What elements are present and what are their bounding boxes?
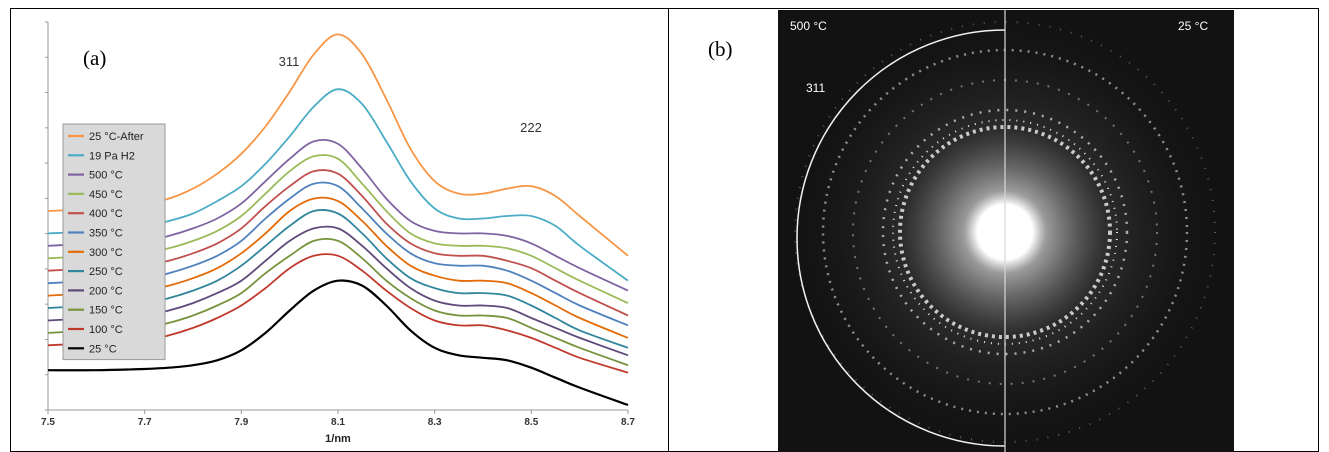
series-line-400-c (47, 169, 629, 317)
legend-entry: 500 °C (89, 170, 123, 182)
legend-entry: 350 °C (89, 228, 123, 240)
legend-entry: 200 °C (89, 285, 123, 297)
legend-entry: 25 °C (89, 343, 117, 355)
legend-entry: 25 °C-After (89, 131, 144, 143)
ring-311-indicator-arc (796, 29, 1006, 447)
legend-entry: 300 °C (89, 247, 123, 259)
series-line-500-c (47, 138, 629, 292)
series-line-25-c-after (47, 33, 629, 257)
series-line-250-c (47, 209, 629, 349)
diffraction-ring-inner (898, 125, 1112, 339)
series-line-200-c (47, 225, 629, 357)
legend-entry: 450 °C (89, 189, 123, 201)
series-line-150-c (47, 237, 629, 367)
panel-divider (668, 8, 669, 452)
x-tick-label: 7.7 (138, 417, 152, 428)
panel-b-label: (b) (708, 37, 733, 61)
ring-311-label: 311 (806, 81, 825, 95)
legend-box (62, 123, 166, 361)
x-tick-label: 8.3 (428, 417, 442, 428)
x-tick-label: 8.7 (621, 417, 635, 428)
diffraction-pattern-image: 500 °C 25 °C 311 (778, 10, 1234, 452)
series-line-100-c (47, 253, 629, 374)
x-tick-label: 7.9 (234, 417, 248, 428)
x-tick-label: 7.5 (41, 417, 55, 428)
series-line-19-pa-h2 (47, 88, 629, 282)
legend-entry: 19 Pa H2 (89, 150, 135, 162)
xrd-line-chart: 7.5 7.7 7.9 8.1 8.3 8.5 8.7 311 222 1/nm 25 °C… (41, 21, 635, 445)
left-temperature-label: 500 °C (790, 19, 827, 33)
x-tick-label: 8.1 (331, 417, 345, 428)
series-line-450-c (47, 154, 629, 304)
x-axis-title: 1/nm (325, 433, 351, 445)
series-line-350-c (47, 181, 629, 327)
legend-entry: 100 °C (89, 324, 123, 336)
panel-a-label: (a) (83, 46, 107, 70)
legend-entry: 150 °C (89, 305, 123, 317)
series-line-300-c (47, 196, 629, 339)
legend-entry: 250 °C (89, 266, 123, 278)
legend-entry: 400 °C (89, 208, 123, 220)
x-tick-label: 8.5 (524, 417, 538, 428)
legend: 25 °C-After 19 Pa H2 500 °C 450 °C 400 °C 350… (62, 123, 166, 361)
peak-label-311: 311 (279, 54, 300, 69)
peak-label-222: 222 (520, 120, 542, 135)
right-temperature-label: 25 °C (1178, 19, 1208, 33)
series-line-25-c (47, 279, 629, 407)
